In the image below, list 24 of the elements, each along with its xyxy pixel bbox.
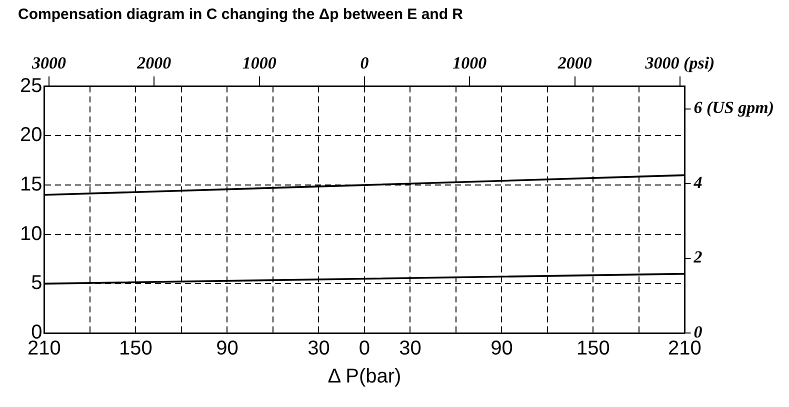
y2-tick-label: 6 (US gpm) [694,98,774,118]
y2-tick-label: 2 [692,248,703,267]
x2-tick-label: 0 [360,54,370,73]
y-tick-label: 5 [31,272,42,294]
y-tick-label: 10 [20,222,42,245]
x-tick-label: 150 [119,338,152,360]
x2-tick-label: 3000 (psi) [644,54,715,73]
x2-tick-label: 2000 [136,54,172,73]
y2-tick-label: 4 [692,172,702,192]
x-tick-label: 150 [576,338,610,360]
x2-tick-label: 3000 [30,54,66,73]
y-tick-label: 15 [20,174,42,196]
x-tick-label: 30 [399,338,422,360]
x-tick-label: 90 [216,338,238,360]
chart-title: Compensation diagram in C changing the Δp between E and R [18,6,464,24]
x2-tick-label: 2000 [556,54,592,73]
x-tick-label: 30 [308,338,330,360]
y-tick-label: 25 [20,74,42,97]
x-axis-title: Δ P(bar) [328,366,402,388]
x-tick-label: 90 [490,338,513,360]
y-tick-label: 20 [20,124,42,146]
x2-tick-label: 1000 [242,54,277,73]
x-tick-label: 0 [358,338,370,360]
x2-tick-label: 1000 [452,54,488,73]
